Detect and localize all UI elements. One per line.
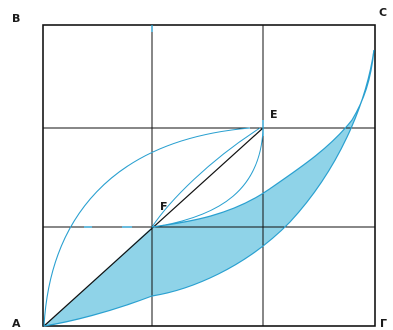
label-a: A xyxy=(12,317,21,330)
curve-a-c-lower xyxy=(43,49,375,327)
label-b: B xyxy=(12,12,21,25)
outer-frame xyxy=(42,24,376,327)
label-e: E xyxy=(270,108,278,121)
curve-f-e-inner xyxy=(159,129,264,227)
label-c: C xyxy=(379,6,388,19)
shaded-upper-band xyxy=(152,50,374,296)
label-f: F xyxy=(160,200,168,213)
curve-a-e-upper xyxy=(43,127,251,327)
label-d: Г xyxy=(380,317,388,330)
curve-f-e-upper xyxy=(151,127,261,228)
